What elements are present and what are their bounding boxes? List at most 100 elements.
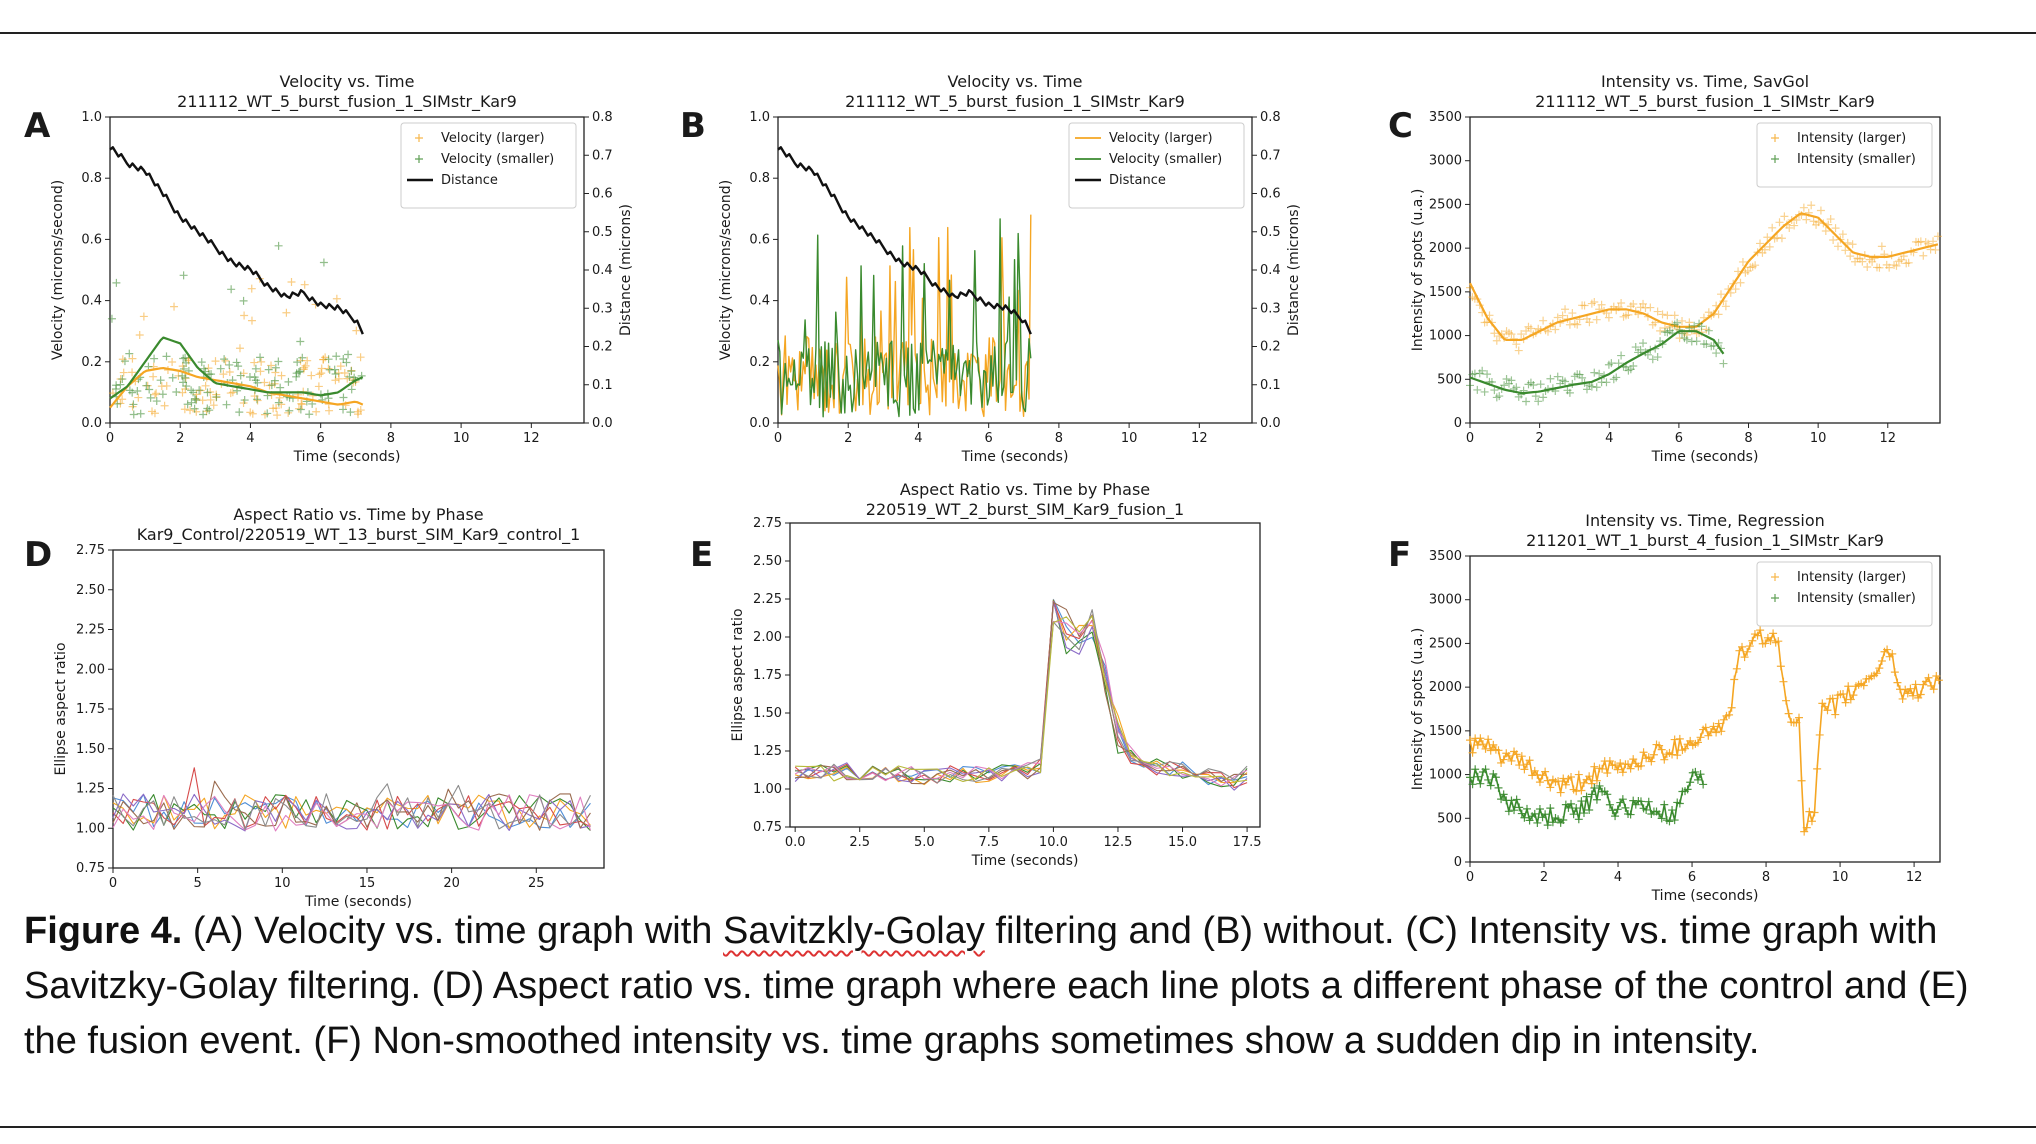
data-point xyxy=(1480,387,1489,396)
phase-line xyxy=(112,780,591,831)
data-point xyxy=(1507,330,1516,339)
x-tick-label: 4 xyxy=(1614,870,1622,885)
x-tick-label: 15 xyxy=(359,876,376,891)
plot-frame xyxy=(1469,116,1941,424)
chart-subtitle: 211201_WT_1_burst_4_fusion_1_SIMstr_Kar9 xyxy=(1526,531,1884,551)
x-tick-label: 12.5 xyxy=(1103,835,1132,850)
data-point xyxy=(1502,375,1511,384)
data-point xyxy=(128,368,137,377)
data-point xyxy=(256,353,265,362)
data-point xyxy=(1658,310,1667,319)
y-tick-label: 0.4 xyxy=(81,294,102,309)
chart-title: Aspect Ratio vs. Time by Phase xyxy=(233,505,483,524)
data-point xyxy=(1777,234,1786,243)
data-point xyxy=(128,354,137,363)
data-point xyxy=(1546,374,1555,383)
data-point xyxy=(1875,263,1884,272)
data-point xyxy=(129,400,138,409)
data-point xyxy=(1709,341,1718,350)
data-point xyxy=(1580,301,1589,310)
legend-box xyxy=(400,122,577,209)
data-point xyxy=(1561,377,1570,386)
panel-letter: A xyxy=(24,106,51,146)
x-tick-label: 6 xyxy=(1675,431,1683,446)
data-point xyxy=(273,411,282,420)
legend-label: Distance xyxy=(441,173,498,188)
legend-label: Intensity (smaller) xyxy=(1797,152,1916,167)
data-point xyxy=(1483,370,1492,379)
data-point xyxy=(182,382,191,391)
y-tick-label: 2500 xyxy=(1429,636,1462,651)
x-tick-label: 12 xyxy=(1880,431,1897,446)
data-point xyxy=(1736,278,1745,287)
data-point xyxy=(220,355,229,364)
series-line xyxy=(1469,629,1940,833)
data-point xyxy=(415,155,423,163)
x-tick-label: 12 xyxy=(1191,431,1208,446)
data-point xyxy=(312,407,321,416)
data-point xyxy=(1738,257,1747,266)
data-point xyxy=(324,355,333,364)
data-point xyxy=(195,386,204,395)
legend-box xyxy=(1756,561,1933,627)
data-point xyxy=(1646,303,1655,312)
phase-line xyxy=(794,620,1248,787)
data-point xyxy=(239,296,248,305)
data-point xyxy=(1731,285,1740,294)
x-tick-label: 0 xyxy=(1466,431,1474,446)
data-point xyxy=(168,373,177,382)
y-tick-label: 0.6 xyxy=(749,232,770,247)
series-line xyxy=(109,366,364,409)
data-point xyxy=(415,134,423,142)
data-point xyxy=(257,357,266,366)
y2-tick-label: 0.3 xyxy=(592,301,613,316)
data-point xyxy=(1717,290,1726,299)
data-point xyxy=(178,371,187,380)
data-point xyxy=(1553,313,1562,322)
data-point xyxy=(172,388,181,397)
data-point xyxy=(192,396,201,405)
data-point xyxy=(293,358,302,367)
series-line xyxy=(109,146,364,335)
panel-d: 0 5 10 15 20 25 0.75 1.00 1.25 1.50 1.75 2.00 2.25 2.… xyxy=(24,505,605,910)
y2-tick-label: 0.4 xyxy=(1260,263,1281,278)
y-axis-label: Intensity of spots (u.a.) xyxy=(1410,628,1426,791)
data-point xyxy=(352,326,361,335)
top-rule xyxy=(0,32,2036,34)
y2-tick-label: 0.2 xyxy=(592,340,613,355)
data-point xyxy=(207,370,216,379)
data-point xyxy=(118,395,127,404)
data-point xyxy=(113,399,122,408)
data-point xyxy=(1585,318,1594,327)
y-axis-label: Ellipse aspect ratio xyxy=(730,608,746,741)
data-point xyxy=(1697,322,1706,331)
x-axis-label: Time (seconds) xyxy=(1651,888,1759,904)
legend-box xyxy=(1756,122,1933,188)
data-point xyxy=(1663,311,1672,320)
data-point xyxy=(178,388,187,397)
data-point xyxy=(203,404,212,413)
data-point xyxy=(1597,300,1606,309)
data-point xyxy=(222,400,231,409)
data-point xyxy=(1833,242,1842,251)
y-tick-label: 2000 xyxy=(1429,241,1462,256)
legend-label: Intensity (larger) xyxy=(1797,570,1906,585)
figure-caption: Figure 4. (A) Velocity vs. time graph wi… xyxy=(24,904,2014,1069)
x-tick-label: 0 xyxy=(109,876,117,891)
data-point xyxy=(330,365,339,374)
y2-tick-label: 0.3 xyxy=(1260,301,1281,316)
x-tick-label: 15.0 xyxy=(1168,835,1197,850)
y-tick-label: 1.75 xyxy=(76,702,105,717)
panel-letter: D xyxy=(24,535,52,575)
caption-lead: Figure 4. xyxy=(24,910,183,952)
data-point xyxy=(1704,326,1713,335)
data-point xyxy=(1682,335,1691,344)
data-point xyxy=(125,386,134,395)
y-tick-label: 0 xyxy=(1454,855,1462,870)
y-tick-label: 0.2 xyxy=(81,355,102,370)
data-point xyxy=(1607,359,1616,368)
panel-letter: E xyxy=(690,535,713,575)
panel-f: 0 2 4 6 8 10 12 0 500 1000 1500 2000 2500 3000 3500 Tim… xyxy=(1388,511,1943,904)
data-point xyxy=(1495,392,1504,401)
